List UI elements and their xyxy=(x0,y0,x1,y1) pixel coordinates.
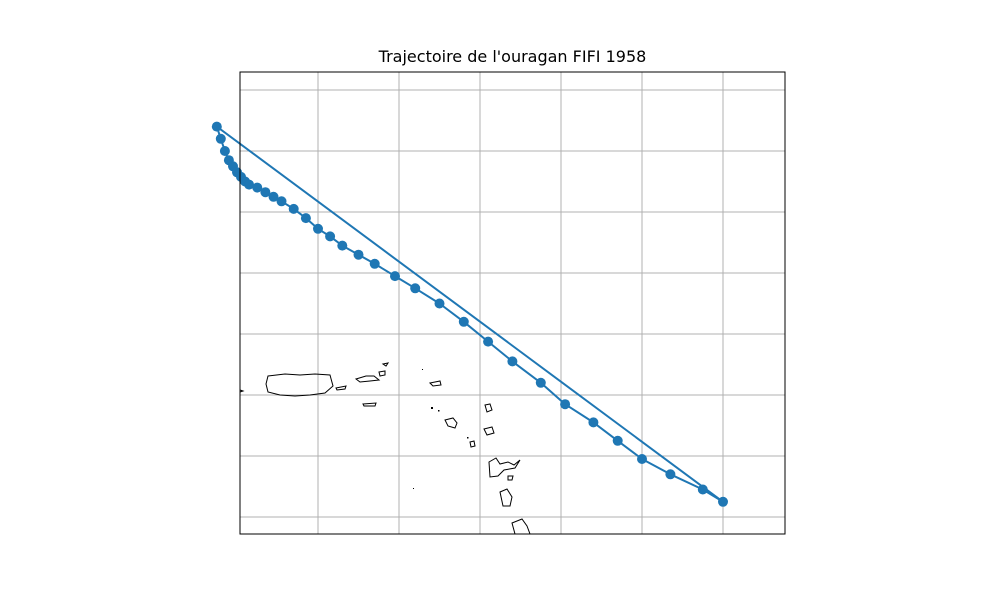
coast-puerto-rico xyxy=(265,373,334,397)
coast-martinique xyxy=(511,518,531,535)
coast-vieques xyxy=(335,385,347,391)
track-point xyxy=(458,316,469,327)
track-point xyxy=(325,231,336,242)
track-point xyxy=(434,298,445,309)
track-point xyxy=(219,146,230,156)
track-point xyxy=(260,187,271,198)
track-point xyxy=(697,484,708,495)
track-point xyxy=(588,417,599,428)
islet-3 xyxy=(438,410,440,412)
coast-guadeloupe xyxy=(488,457,521,478)
track-line xyxy=(215,125,724,503)
track-point xyxy=(390,271,400,282)
coast-dominica xyxy=(499,488,513,507)
track-point xyxy=(718,496,728,507)
coast-virgin-islands-east xyxy=(378,370,386,377)
track-point xyxy=(252,182,263,193)
islet-5 xyxy=(413,488,414,489)
track-point xyxy=(313,223,323,234)
track-point xyxy=(337,240,348,251)
track-point xyxy=(535,377,546,388)
map-frame xyxy=(239,71,786,535)
coast-antigua xyxy=(483,426,495,436)
track-point xyxy=(612,435,623,446)
track-point xyxy=(276,196,287,207)
track-point xyxy=(637,454,647,464)
track-point xyxy=(268,191,279,202)
coast-montserrat xyxy=(469,440,476,448)
islet-4 xyxy=(467,437,469,439)
track-point xyxy=(244,179,255,190)
small-islets xyxy=(413,369,469,489)
coast-nevis xyxy=(444,417,458,429)
track-point xyxy=(288,203,299,214)
map-title: Trajectoire de l'ouragan FIFI 1958 xyxy=(378,47,647,66)
track-point xyxy=(300,213,311,224)
track-point xyxy=(410,283,421,294)
track-point xyxy=(483,336,494,347)
track-point xyxy=(211,121,222,132)
coast-west-edge xyxy=(239,389,245,393)
coastlines xyxy=(239,362,531,535)
coast-virgin-islands xyxy=(354,375,381,383)
islet-1 xyxy=(422,369,423,370)
track-point xyxy=(560,399,571,410)
islet-2 xyxy=(431,407,433,409)
track-point xyxy=(369,258,380,269)
track-point xyxy=(215,133,226,144)
track-point xyxy=(353,249,364,260)
hurricane-track xyxy=(211,121,728,507)
coast-barbuda xyxy=(484,403,493,413)
track-point xyxy=(507,356,518,367)
coast-anguilla xyxy=(428,380,442,387)
coast-marie-galante xyxy=(507,475,514,481)
coast-st-croix xyxy=(362,402,377,407)
track-point xyxy=(665,469,676,480)
coast-virgin-gorda xyxy=(381,362,390,367)
